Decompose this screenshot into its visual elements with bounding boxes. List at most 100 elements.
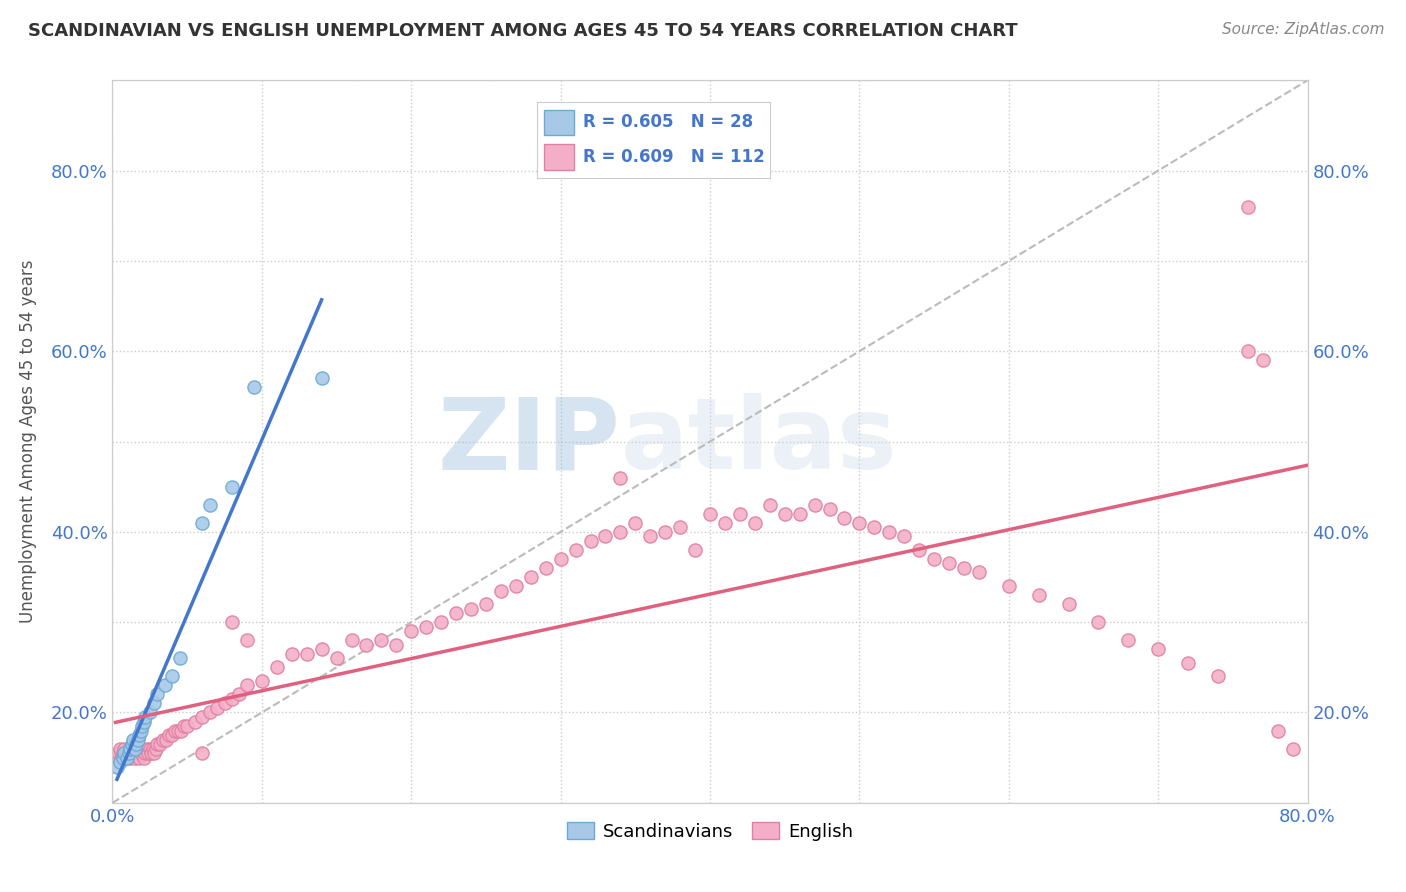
Text: Source: ZipAtlas.com: Source: ZipAtlas.com [1222, 22, 1385, 37]
Point [162, 669, 183, 683]
Point [1251, 353, 1274, 368]
Point [167, 723, 190, 738]
Point [250, 673, 273, 688]
Point [108, 755, 131, 769]
Point [169, 651, 191, 665]
Point [340, 633, 363, 648]
Text: SCANDINAVIAN VS ENGLISH UNEMPLOYMENT AMONG AGES 45 TO 54 YEARS CORRELATION CHART: SCANDINAVIAN VS ENGLISH UNEMPLOYMENT AMO… [28, 22, 1018, 40]
Point [111, 746, 134, 760]
Point [401, 624, 423, 639]
Point [108, 741, 131, 756]
Point [120, 750, 142, 764]
Point [325, 651, 347, 665]
Point [115, 750, 138, 764]
Point [967, 566, 990, 580]
Point [1267, 723, 1289, 738]
Point [173, 719, 195, 733]
Point [1237, 344, 1260, 359]
Point [714, 516, 737, 530]
Point [922, 552, 945, 566]
Point [1237, 200, 1260, 214]
Point [520, 570, 543, 584]
Point [162, 728, 183, 742]
Point [114, 741, 135, 756]
Point [415, 620, 437, 634]
Point [131, 741, 153, 756]
Point [744, 516, 766, 530]
Point [127, 732, 149, 747]
Point [124, 741, 146, 756]
Point [198, 498, 221, 512]
Point [550, 552, 572, 566]
Point [214, 697, 236, 711]
Point [118, 746, 141, 760]
Point [132, 750, 155, 764]
Point [609, 524, 631, 539]
Point [149, 737, 172, 751]
Point [131, 719, 153, 733]
Text: ZIP: ZIP [437, 393, 620, 490]
Point [139, 741, 162, 756]
Point [139, 706, 162, 720]
Point [908, 542, 931, 557]
Point [236, 678, 259, 692]
Point [236, 633, 259, 648]
Point [129, 723, 152, 738]
Point [191, 710, 214, 724]
Point [104, 750, 127, 764]
Point [564, 542, 586, 557]
Point [155, 732, 177, 747]
Point [266, 660, 288, 674]
Point [938, 557, 960, 571]
Point [1057, 597, 1080, 611]
Point [124, 750, 146, 764]
Point [138, 746, 160, 760]
Point [1206, 669, 1229, 683]
Point [803, 498, 825, 512]
Point [1028, 588, 1050, 602]
Point [221, 692, 243, 706]
Point [122, 741, 145, 756]
Point [146, 687, 169, 701]
Point [243, 380, 266, 394]
Y-axis label: Unemployment Among Ages 45 to 54 years: Unemployment Among Ages 45 to 54 years [18, 260, 37, 624]
Point [221, 615, 243, 630]
Point [125, 746, 148, 760]
Point [834, 511, 856, 525]
Point [128, 750, 150, 764]
Point [953, 561, 976, 575]
Point [183, 714, 205, 729]
Point [111, 750, 134, 764]
Point [129, 746, 152, 760]
Point [460, 601, 482, 615]
Point [385, 638, 408, 652]
Point [356, 638, 378, 652]
Point [863, 520, 886, 534]
Point [489, 583, 512, 598]
Point [1177, 656, 1199, 670]
Point [221, 480, 243, 494]
Point [127, 741, 149, 756]
Legend: Scandinavians, English: Scandinavians, English [560, 815, 860, 848]
Point [198, 706, 221, 720]
Point [699, 507, 721, 521]
Point [773, 507, 796, 521]
Point [143, 697, 166, 711]
Point [370, 633, 392, 648]
Point [534, 561, 557, 575]
Point [146, 737, 169, 751]
Point [430, 615, 453, 630]
Point [152, 732, 174, 747]
Point [114, 746, 135, 760]
Point [117, 746, 139, 760]
Point [1087, 615, 1109, 630]
Point [141, 746, 163, 760]
Point [165, 723, 187, 738]
Point [122, 732, 145, 747]
Point [624, 516, 647, 530]
Point [818, 502, 841, 516]
Point [505, 579, 527, 593]
Point [134, 710, 156, 724]
Point [893, 529, 915, 543]
Point [281, 647, 304, 661]
